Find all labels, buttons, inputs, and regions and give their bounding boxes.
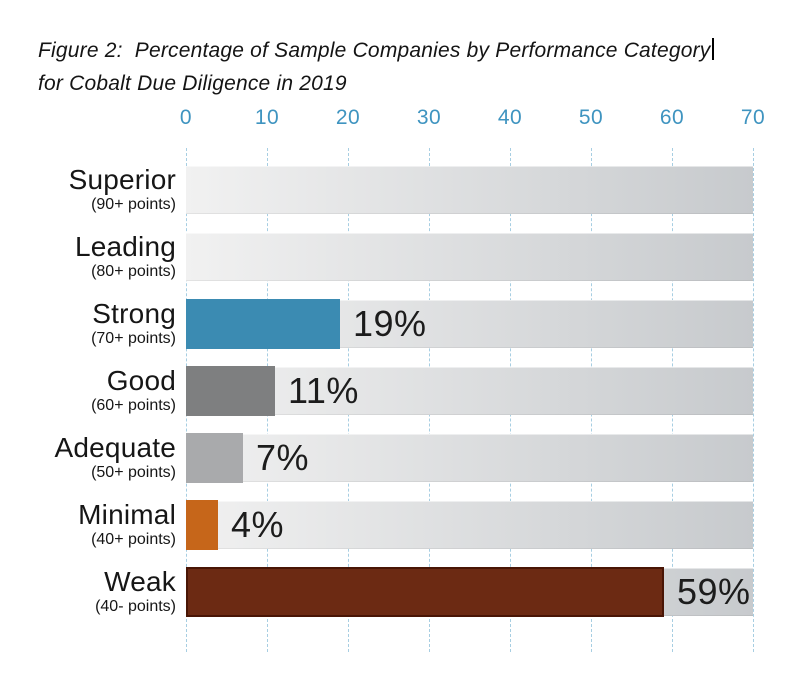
- category-label-block: Weak (40- points): [0, 565, 176, 619]
- bar-track: [186, 501, 753, 549]
- chart-row: Adequate (50+ points) 7%: [0, 433, 810, 483]
- category-label-block: Strong (70+ points): [0, 297, 176, 351]
- gridline: [753, 148, 754, 652]
- category-label-block: Superior (90+ points): [0, 163, 176, 217]
- bar-track: [186, 166, 753, 214]
- category-points-label: (80+ points): [91, 263, 176, 280]
- bar: [186, 567, 664, 617]
- bar: [186, 366, 275, 416]
- value-label: 7%: [256, 437, 310, 478]
- figure-title-text1: Figure 2: Percentage of Sample Companies…: [38, 39, 711, 62]
- category-label-block: Minimal (40+ points): [0, 498, 176, 552]
- x-axis-tick-label: 10: [254, 106, 280, 129]
- text-caret: [711, 38, 714, 60]
- chart-row: Weak (40- points) 59%: [0, 567, 810, 617]
- bar-track: [186, 367, 753, 415]
- category-label: Leading: [74, 231, 176, 262]
- x-axis-tick-label: 60: [659, 106, 685, 129]
- bar-track: [186, 233, 753, 281]
- category-label-block: Good (60+ points): [0, 364, 176, 418]
- category-label: Minimal: [78, 499, 176, 530]
- category-points-label: (40+ points): [91, 531, 176, 548]
- category-label: Adequate: [54, 432, 176, 463]
- bar: [186, 500, 218, 550]
- bar: [186, 299, 340, 349]
- chart-row: Superior (90+ points): [0, 165, 810, 215]
- category-label: Weak: [104, 566, 176, 597]
- figure-title[interactable]: Figure 2: Percentage of Sample Companies…: [38, 34, 798, 100]
- bar-track: [186, 434, 753, 482]
- x-axis-tick-label: 20: [335, 106, 361, 129]
- figure-title-text2: for Cobalt Due Diligence in 2019: [38, 72, 347, 95]
- chart-row: Strong (70+ points) 19%: [0, 299, 810, 349]
- x-axis-tick-label: 50: [578, 106, 604, 129]
- category-points-label: (60+ points): [91, 397, 176, 414]
- value-label: 4%: [231, 504, 285, 545]
- x-axis-tick-label: 30: [416, 106, 442, 129]
- category-label: Strong: [92, 298, 176, 329]
- category-label-block: Leading (80+ points): [0, 230, 176, 284]
- category-points-label: (90+ points): [91, 196, 176, 213]
- chart-row: Leading (80+ points): [0, 232, 810, 282]
- bar: [186, 433, 243, 483]
- chart-row: Good (60+ points) 11%: [0, 366, 810, 416]
- figure-title-line1: Figure 2: Percentage of Sample Companies…: [38, 34, 798, 67]
- category-points-label: (50+ points): [91, 464, 176, 481]
- figure-title-line2: for Cobalt Due Diligence in 2019: [38, 67, 798, 100]
- value-label: 11%: [288, 370, 359, 411]
- x-axis-tick-label: 70: [740, 106, 766, 129]
- value-label: 19%: [353, 303, 427, 344]
- category-label-block: Adequate (50+ points): [0, 431, 177, 485]
- x-axis-tick-label: 0: [179, 106, 193, 129]
- category-points-label: (70+ points): [91, 330, 176, 347]
- category-label: Good: [106, 365, 176, 396]
- value-label: 59%: [677, 571, 751, 612]
- category-points-label: (40- points): [95, 598, 176, 615]
- category-label: Superior: [68, 164, 176, 195]
- x-axis-tick-label: 40: [497, 106, 523, 129]
- chart-row: Minimal (40+ points) 4%: [0, 500, 810, 550]
